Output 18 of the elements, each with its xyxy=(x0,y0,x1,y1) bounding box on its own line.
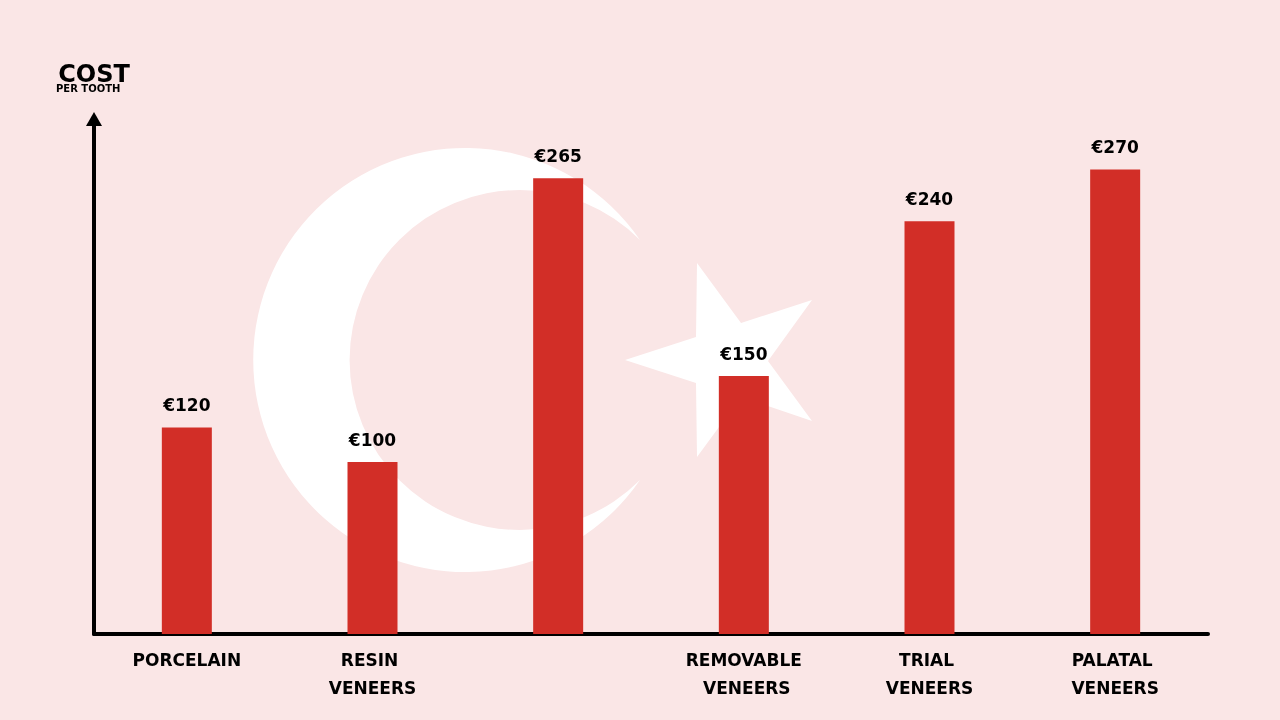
data-label: €270 xyxy=(1090,137,1139,158)
data-label: €100 xyxy=(347,429,397,450)
x-tick-label: REMOVABLE VENEERS xyxy=(685,650,802,698)
data-label: €240 xyxy=(904,188,954,209)
bar xyxy=(718,376,769,634)
bar xyxy=(347,462,398,634)
data-label: €150 xyxy=(719,343,768,364)
x-tick-label: TRIAL VENEERS xyxy=(885,650,974,698)
bar xyxy=(533,178,584,634)
bar xyxy=(161,427,212,634)
x-tick-label: RESIN VENEERS xyxy=(328,650,417,698)
data-label: €120 xyxy=(162,395,211,416)
data-label: €265 xyxy=(533,145,582,166)
x-tick-label: PORCELAIN xyxy=(132,650,242,670)
bar xyxy=(1090,169,1141,634)
text: PER TOOTH xyxy=(56,83,121,94)
bar xyxy=(904,221,955,634)
x-tick-label: PALATAL VENEERS xyxy=(1071,650,1159,698)
